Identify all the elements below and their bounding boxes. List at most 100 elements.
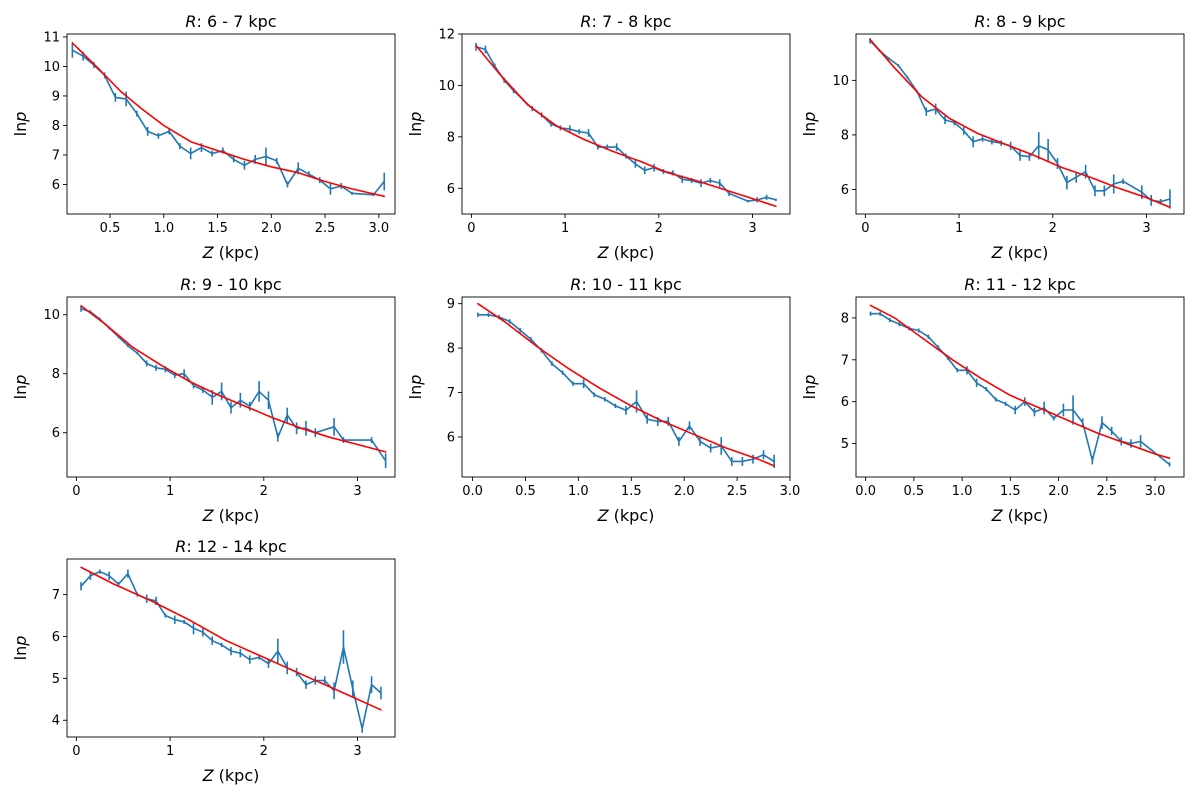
axes-frame [66,296,396,478]
title-variable: R [964,275,975,294]
fit-line [80,566,382,711]
title-range: : 8 - 9 kpc [986,12,1066,31]
y-tick-label: 10 [832,74,849,89]
y-axis-prefix: ln [11,646,30,661]
series-group [71,42,386,198]
x-axis-variable: Z [991,243,1004,262]
y-tick-label: 9 [447,297,455,312]
panel-7: 0 1 2 3 4 5 6 7 R: 12 - 14 kpc Z (kpc) lnp [11,537,396,785]
y-axis-label: lnp [406,375,425,400]
x-tick-label: 1.0 [568,484,589,499]
y-tick-label: 6 [52,630,60,645]
y-tick-label: 6 [447,182,455,197]
x-tick-label: 1.5 [207,221,228,236]
y-tick-label: 12 [438,28,455,43]
x-tick-label: 1.0 [153,221,174,236]
title-variable: R [974,12,985,31]
axes-frame [66,33,396,215]
x-tick-label: 0.5 [904,484,925,499]
x-axis-label: Z (kpc) [202,506,260,525]
panel-3: 0 1 2 3 6 8 10 R: 8 - 9 kpc Z (kpc) lnp [800,12,1185,262]
title-range: : 9 - 10 kpc [191,275,281,294]
panel-title: R: 8 - 9 kpc [974,12,1065,31]
y-axis-label: lnp [800,112,819,137]
series-group [80,305,387,469]
x-tick-label: 2 [260,744,268,759]
x-tick-label: 3 [353,744,361,759]
x-axis-variable: Z [597,243,610,262]
y-axis-prefix: ln [406,385,425,400]
y-axis-prefix: ln [800,122,819,137]
fit-line [869,304,1171,460]
title-range: : 10 - 11 kpc [581,275,681,294]
x-tick-label: 0 [861,221,869,236]
x-axis-label: Z (kpc) [597,243,655,262]
y-tick-label: 6 [52,426,60,441]
y-axis-prefix: ln [800,385,819,400]
x-tick-label: 0.5 [100,221,121,236]
y-tick-label: 8 [52,367,60,382]
title-range: : 7 - 8 kpc [592,12,672,31]
x-tick-label: 2 [1049,221,1057,236]
y-tick-label: 7 [52,588,60,603]
y-tick-label: 5 [52,672,60,687]
x-tick-label: 3 [1142,221,1150,236]
x-tick-label: 0 [72,744,80,759]
y-tick-label: 8 [841,311,849,326]
title-range: : 11 - 12 kpc [975,275,1075,294]
title-variable: R [185,12,196,31]
y-tick-label: 11 [43,30,60,45]
y-tick-label: 9 [52,89,60,104]
fit-line [71,42,386,198]
x-tick-label: 1 [561,221,569,236]
y-tick-label: 7 [447,386,455,401]
panel-title: R: 6 - 7 kpc [185,12,276,31]
y-axis-variable: p [406,112,425,123]
fit-line [477,302,775,467]
panel-5: 0.0 0.5 1.0 1.5 2.0 2.5 3.0 6 7 8 9 R: 10 - 11 kpc Z… [406,275,800,525]
x-axis-unit: (kpc) [1003,506,1049,525]
y-tick-label: 8 [447,342,455,357]
data-line [477,313,775,463]
y-axis-variable: p [11,375,30,386]
x-tick-label: 2 [655,221,663,236]
x-axis-label: Z (kpc) [597,506,655,525]
x-tick-label: 2.0 [1048,484,1069,499]
y-tick-label: 10 [438,79,455,94]
series-group [80,566,382,733]
series-group [869,38,1171,209]
axes-frame [855,296,1185,478]
title-variable: R [570,275,581,294]
data-line [80,307,387,462]
y-tick-label: 7 [52,148,60,163]
panel-1: 0.5 1.0 1.5 2.0 2.5 3.0 6 7 8 9 10 11 R: 6 - 7 kpc Z … [11,12,396,262]
y-tick-label: 6 [447,431,455,446]
x-axis-unit: (kpc) [609,506,655,525]
series-group [869,304,1171,467]
x-axis-unit: (kpc) [214,506,260,525]
x-tick-label: 0 [467,221,475,236]
y-tick-label: 7 [841,353,849,368]
series-group [475,43,777,208]
y-axis-label: lnp [800,375,819,400]
y-axis-variable: p [11,636,30,647]
x-axis-label: Z (kpc) [991,243,1049,262]
x-axis-variable: Z [597,506,610,525]
x-axis-label: Z (kpc) [202,766,260,785]
title-variable: R [175,537,186,556]
x-tick-label: 2.0 [261,221,282,236]
x-tick-label: 3.0 [780,484,801,499]
x-axis-variable: Z [202,506,215,525]
x-axis-unit: (kpc) [1003,243,1049,262]
x-axis-label: Z (kpc) [202,243,260,262]
panel-title: R: 7 - 8 kpc [580,12,671,31]
data-line [869,39,1171,203]
y-axis-label: lnp [406,112,425,137]
y-axis-label: lnp [11,112,30,137]
data-line [71,49,386,196]
panel-title: R: 11 - 12 kpc [964,275,1076,294]
axes-frame [461,33,791,215]
x-tick-label: 2.5 [1096,484,1117,499]
x-axis-unit: (kpc) [214,243,260,262]
